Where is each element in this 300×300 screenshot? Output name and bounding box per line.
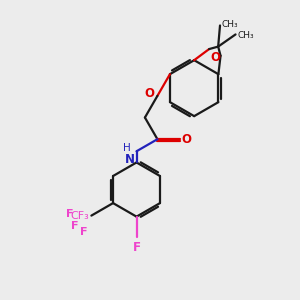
Text: O: O	[182, 133, 192, 146]
Text: O: O	[211, 51, 220, 64]
Text: CH₃: CH₃	[222, 20, 238, 29]
Text: CF₃: CF₃	[70, 211, 89, 220]
Text: H: H	[124, 143, 131, 153]
Text: F: F	[71, 221, 79, 231]
Text: O: O	[144, 87, 154, 100]
Text: N: N	[125, 153, 135, 166]
Text: F: F	[80, 227, 88, 237]
Text: F: F	[66, 209, 73, 219]
Text: CH₃: CH₃	[237, 31, 254, 40]
Text: F: F	[133, 241, 140, 254]
